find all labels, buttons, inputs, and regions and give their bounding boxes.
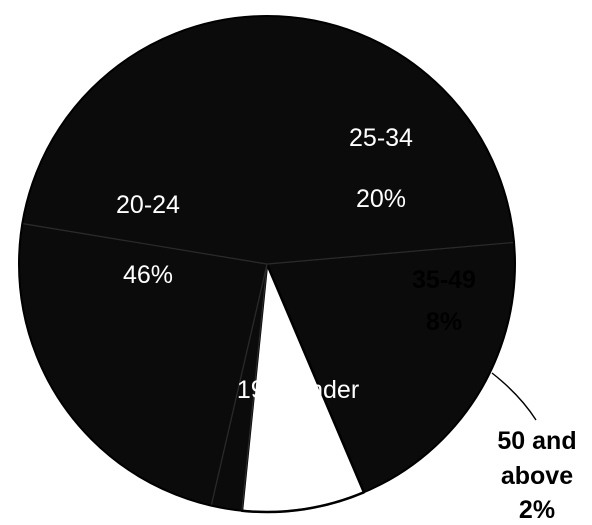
slice-value-25-34: 20% (356, 185, 406, 213)
slice-value-19-and-under: 24% (273, 426, 323, 454)
slice-label-50-and-above-line-2: above (501, 462, 573, 490)
leader-line-50-and-above (491, 372, 537, 421)
pie-slices (18, 15, 516, 514)
slice-value-35-49: 8% (426, 308, 462, 336)
pie-slice-20-24 (21, 15, 515, 265)
pie-labels: 20-24 46% 25-34 20% 35-49 8% 19 & under … (116, 124, 577, 524)
slice-label-35-49: 35-49 (412, 266, 476, 294)
slice-label-25-34: 25-34 (349, 124, 413, 152)
slice-label-20-24: 20-24 (116, 191, 180, 219)
pie-outline (18, 15, 516, 513)
slice-label-50-and-above-line-1: 50 and (497, 427, 576, 455)
slice-value-20-24: 46% (123, 261, 173, 289)
slice-label-19-and-under: 19 & under (237, 376, 359, 404)
slice-value-50-and-above: 2% (519, 496, 555, 524)
